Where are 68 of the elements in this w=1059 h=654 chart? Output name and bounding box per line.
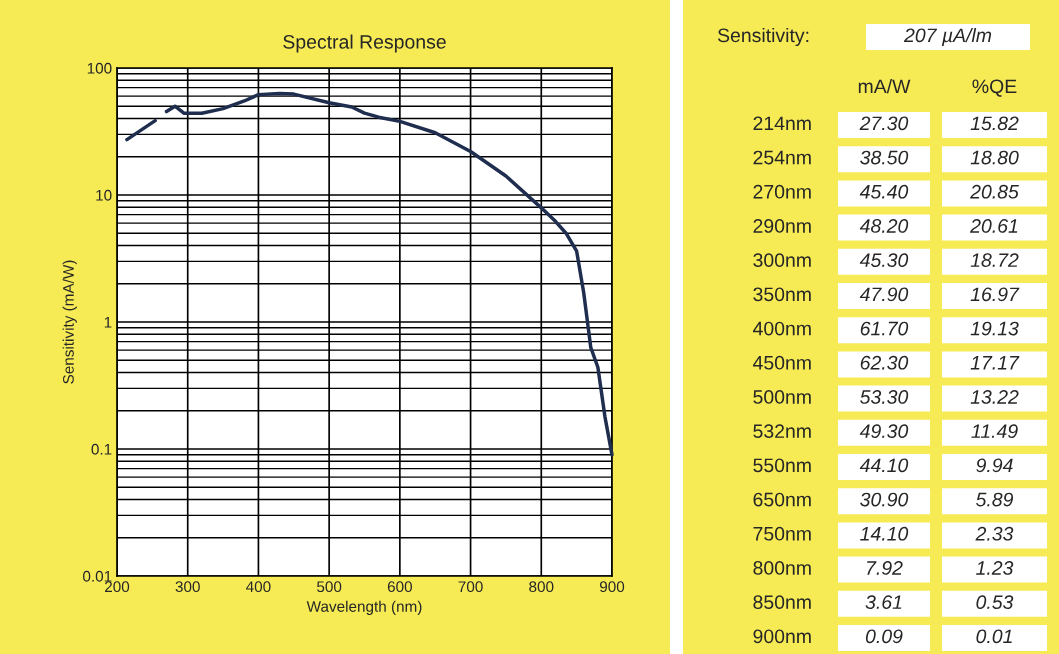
x-tick-label: 400 [246, 581, 271, 593]
data-label: 3.61 [865, 595, 902, 610]
category-label: 450nm [753, 355, 811, 370]
data-label: 38.50 [860, 150, 909, 165]
category-label: 850nm [753, 595, 811, 610]
data-label: 5.89 [976, 492, 1014, 507]
data-label: 13.22 [970, 390, 1019, 404]
data-label: 20.61 [970, 219, 1018, 233]
y-tick-label: 1 [104, 317, 112, 328]
data-label: 7.92 [867, 561, 903, 575]
data-label: 2.33 [975, 526, 1014, 541]
category-label: 254nm [753, 150, 811, 165]
data-label: 61.70 [860, 321, 909, 336]
data-label: 18.72 [970, 253, 1019, 268]
data-label: 0.01 [976, 629, 1012, 644]
text: 207 µA/lm [903, 27, 992, 47]
category-label: 300nm [753, 253, 811, 268]
chart-title: Spectral Response [283, 34, 446, 53]
data-label: 11.49 [971, 424, 1018, 439]
data-label: 0.09 [865, 629, 903, 644]
category-label: 270nm [753, 184, 811, 199]
x-tick-label: 700 [458, 581, 483, 593]
data-label: 17.17 [970, 356, 1020, 370]
data-label: 9.94 [976, 458, 1013, 473]
y-tick-label: 100 [87, 62, 112, 74]
data-label: 53.30 [860, 390, 909, 404]
data-label: 1.23 [976, 561, 1014, 575]
data-label: 44.10 [859, 458, 909, 473]
data-label: 15.82 [970, 116, 1019, 131]
x-tick-label: 200 [105, 581, 130, 593]
x-tick-label: 900 [599, 581, 625, 593]
category-label: 750nm [753, 526, 811, 541]
series-label: mA/W [858, 78, 911, 94]
x-axis-title: Wavelength (nm) [306, 600, 422, 615]
y-tick-label: 0.1 [91, 443, 112, 455]
x-tick-label: 300 [175, 581, 200, 593]
y-tick-label: 0.01 [83, 570, 112, 582]
category-label: 900nm [753, 629, 811, 644]
x-tick-label: 800 [529, 581, 554, 593]
data-label: 27.30 [859, 116, 909, 131]
category-label: 290nm [753, 219, 811, 233]
data-label: 30.90 [860, 492, 909, 507]
data-label: 45.40 [859, 184, 909, 199]
data-label: 18.80 [970, 150, 1019, 165]
data-label: 16.97 [970, 287, 1020, 302]
x-tick-label: 600 [387, 581, 413, 593]
x-tick-label: 500 [317, 581, 342, 593]
data-label: 0.53 [976, 595, 1014, 610]
data-label: 49.30 [859, 424, 909, 439]
category-label: 350nm [753, 287, 811, 302]
data-label: 62.30 [860, 355, 909, 370]
category-label: 650nm [753, 492, 811, 507]
category-label: 800nm [753, 561, 811, 575]
data-label: 48.20 [859, 219, 909, 233]
category-label: 532nm [753, 424, 811, 439]
category-label: 500nm [753, 390, 811, 404]
series-label: %QE [972, 79, 1017, 97]
y-axis-title: Sensitivity (mA/W) [62, 260, 77, 384]
data-label: 45.30 [859, 253, 909, 268]
category-label: 550nm [753, 458, 811, 473]
text: Sensitivity: [717, 27, 809, 47]
data-label: 47.90 [859, 287, 909, 302]
data-label: 19.13 [970, 321, 1019, 336]
data-label: 20.85 [970, 184, 1019, 199]
category-label: 400nm [753, 321, 811, 336]
data-label: 14.10 [860, 526, 909, 541]
category-label: 214nm [753, 116, 811, 131]
y-tick-label: 10 [96, 189, 112, 201]
